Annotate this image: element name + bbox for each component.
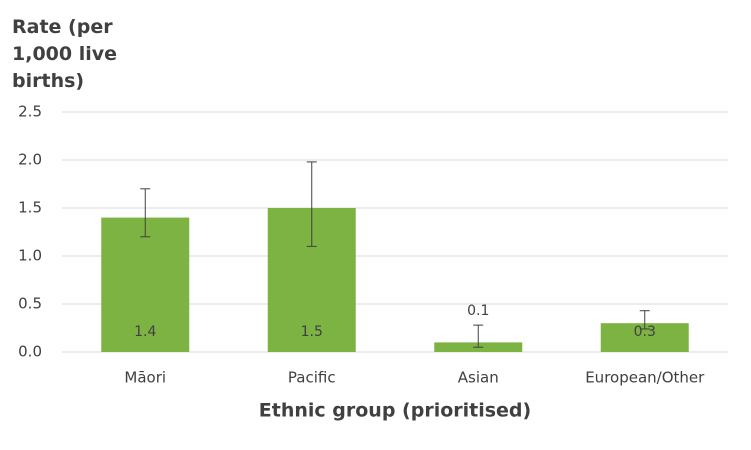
- value-label: 0.3: [634, 324, 656, 340]
- y-tick-label: 0.5: [18, 295, 42, 313]
- y-axis-title: Rate (per 1,000 live births): [12, 16, 118, 92]
- y-tick-label: 1.0: [18, 247, 42, 265]
- x-axis-title: Ethnic group (prioritised): [259, 400, 531, 422]
- bar: [101, 217, 190, 352]
- value-label: 1.4: [134, 324, 156, 340]
- x-tick-label: Asian: [458, 369, 499, 387]
- y-tick-label: 2.0: [18, 151, 42, 169]
- x-tick-label: European/Other: [585, 369, 705, 387]
- y-tick-label: 1.5: [18, 199, 42, 217]
- x-tick-label: Pacific: [288, 369, 336, 387]
- y-tick-label: 0.0: [18, 343, 42, 361]
- value-label: 0.1: [467, 303, 489, 319]
- x-tick-label: Māori: [124, 369, 166, 387]
- y-tick-label: 2.5: [18, 103, 42, 121]
- value-label: 1.5: [301, 324, 323, 340]
